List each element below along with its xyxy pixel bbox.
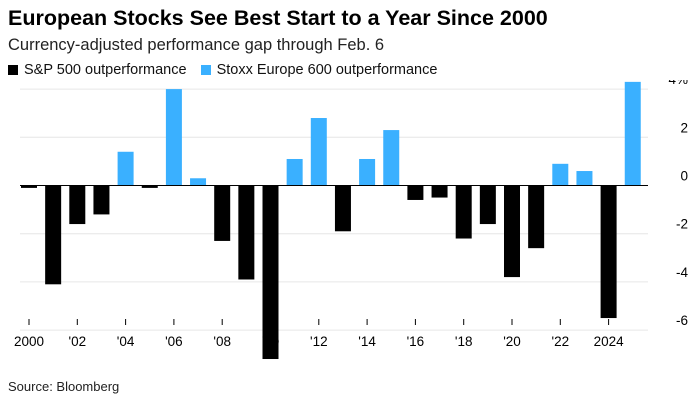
legend-item-sp500: S&P 500 outperformance [8, 62, 187, 78]
bar-2021 [528, 185, 545, 249]
bar-chart: 4% 2 0 -2 -4 -6 2000 '02 '04 '06 '08 '10 '12 '14 '16 '1… [14, 80, 688, 360]
y-tick-label-4: -4 [676, 265, 688, 280]
chart-subtitle: Currency-adjusted performance gap throug… [8, 36, 385, 54]
legend-label-stoxx: Stoxx Europe 600 outperformance [216, 62, 438, 78]
y-tick-label-0: 4% [668, 80, 688, 87]
legend-swatch-stoxx [200, 65, 211, 75]
bar-2001 [45, 185, 62, 285]
bar-2002 [69, 185, 86, 225]
bar-2017 [431, 185, 448, 198]
bar-2019 [479, 185, 496, 225]
legend-label-sp500: S&P 500 outperformance [24, 62, 187, 78]
y-tick-label-1: 2 [680, 120, 688, 135]
bar-2003 [93, 185, 110, 215]
x-tick-label-2010: '10 [262, 334, 280, 349]
bar-2025 [624, 81, 641, 186]
bar-2005 [141, 185, 158, 188]
bar-2013 [334, 185, 351, 232]
y-tick-label-3: -2 [676, 217, 688, 232]
bar-2015 [383, 130, 400, 186]
x-tick-label-2024: 2024 [594, 334, 625, 349]
bar-2008 [214, 185, 231, 241]
bar-2004 [117, 151, 134, 186]
bar-2009 [238, 185, 255, 280]
x-tick-label-2012: '12 [310, 334, 328, 349]
chart-title: European Stocks See Best Start to a Year… [8, 6, 548, 30]
source-note: Source: Bloomberg [8, 379, 120, 394]
bar-2018 [455, 185, 472, 239]
x-tick-label-2008: '08 [213, 334, 231, 349]
x-tick-label-2002: '02 [69, 334, 87, 349]
bar-2016 [407, 185, 424, 200]
legend-item-stoxx: Stoxx Europe 600 outperformance [200, 62, 438, 78]
bar-2010 [262, 185, 279, 360]
bar-2022 [552, 163, 569, 186]
x-tick-label-2000: 2000 [14, 334, 44, 349]
bar-2014 [359, 158, 376, 186]
bar-2012 [310, 118, 327, 186]
y-tick-label-5: -6 [676, 313, 688, 328]
x-tick-label-2022: '22 [552, 334, 570, 349]
bar-2006 [165, 89, 182, 186]
x-tick-label-2014: '14 [358, 334, 376, 349]
x-tick-label-2018: '18 [455, 334, 473, 349]
bar-2024 [600, 185, 617, 319]
bar-2023 [576, 171, 593, 186]
x-tick-label-2020: '20 [503, 334, 521, 349]
legend-swatch-sp500 [8, 65, 18, 75]
x-tick-label-2006: '06 [165, 334, 183, 349]
y-tick-label-2: 0 [680, 169, 688, 184]
legend: S&P 500 outperformance Stoxx Europe 600 … [8, 62, 451, 78]
x-tick-label-2004: '04 [117, 334, 135, 349]
bar-2020 [504, 185, 520, 278]
bar-2011 [286, 158, 303, 186]
bar-2000 [21, 185, 37, 188]
bar-2007 [190, 178, 207, 186]
x-tick-label-2016: '16 [407, 334, 425, 349]
